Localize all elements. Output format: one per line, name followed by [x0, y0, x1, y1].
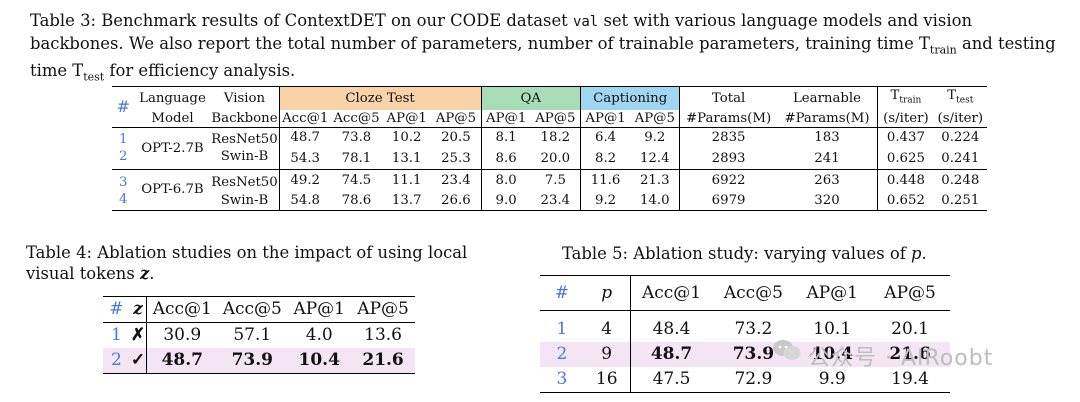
- table-row: 4 Swin-B 54.8 78.6 13.7 26.6 9.0 23.4 9.…: [112, 190, 987, 211]
- cross-icon: ✗: [129, 322, 148, 348]
- table3-hash-header: #: [116, 97, 130, 117]
- table-row: 1 4 48.4 73.2 10.1 20.1: [540, 310, 950, 342]
- table5-header-row: # p Acc@1 Acc@5 AP@1 AP@5: [540, 275, 950, 311]
- qa-header: QA: [481, 86, 581, 110]
- table4-header-row: # z Acc@1 Acc@5 AP@1 AP@5: [103, 296, 415, 323]
- table5-caption: Table 5: Ablation study: varying values …: [562, 244, 927, 263]
- table3-header-row-2: Model Backbone Acc@1 Acc@5 AP@1 AP@5 AP@…: [151, 109, 984, 128]
- table-row: 1 OPT-2.7B ResNet50 48.7 73.8 10.2 20.5 …: [112, 126, 987, 170]
- table5: # p Acc@1 Acc@5 AP@1 AP@5 1 4 48.4 73.2 …: [540, 275, 950, 393]
- table4-caption: Table 4: Ablation studies on the impact …: [26, 243, 468, 283]
- table3-caption: Table 3: Benchmark results of ContextDET…: [30, 11, 1056, 84]
- table3: # Language Vision Cloze Test QA Captioni…: [112, 86, 987, 211]
- table-row: 2 9 48.7 73.9 10.4 21.6: [540, 342, 950, 367]
- cloze-test-header: Cloze Test: [279, 86, 482, 110]
- table5-label: Table 5:: [562, 244, 629, 263]
- table3-label: Table 3:: [30, 11, 97, 30]
- table3-header-row-1: # Language Vision Cloze Test QA Captioni…: [112, 86, 987, 115]
- table-row: 1 ✗ 30.9 57.1 4.0 13.6: [103, 322, 415, 348]
- wechat-icon: [773, 340, 801, 360]
- table-row: 2 ✓ 48.7 73.9 10.4 21.6: [103, 348, 415, 374]
- check-icon: ✓: [129, 348, 148, 374]
- table-row: 3 16 47.5 72.9 9.9 19.4: [540, 367, 950, 393]
- captioning-header: Captioning: [580, 86, 681, 110]
- table4-label: Table 4:: [26, 243, 93, 262]
- table-row: 2 Swin-B 54.3 78.1 13.1 25.3 8.6 20.0 8.…: [112, 147, 987, 170]
- table-row: 3 OPT-6.7B ResNet50 49.2 74.5 11.1 23.4 …: [112, 168, 987, 211]
- table4: # z Acc@1 Acc@5 AP@1 AP@5 1 ✗ 30.9 57.1 …: [103, 296, 415, 374]
- watermark: 公众号 · AIRoobt: [808, 346, 994, 371]
